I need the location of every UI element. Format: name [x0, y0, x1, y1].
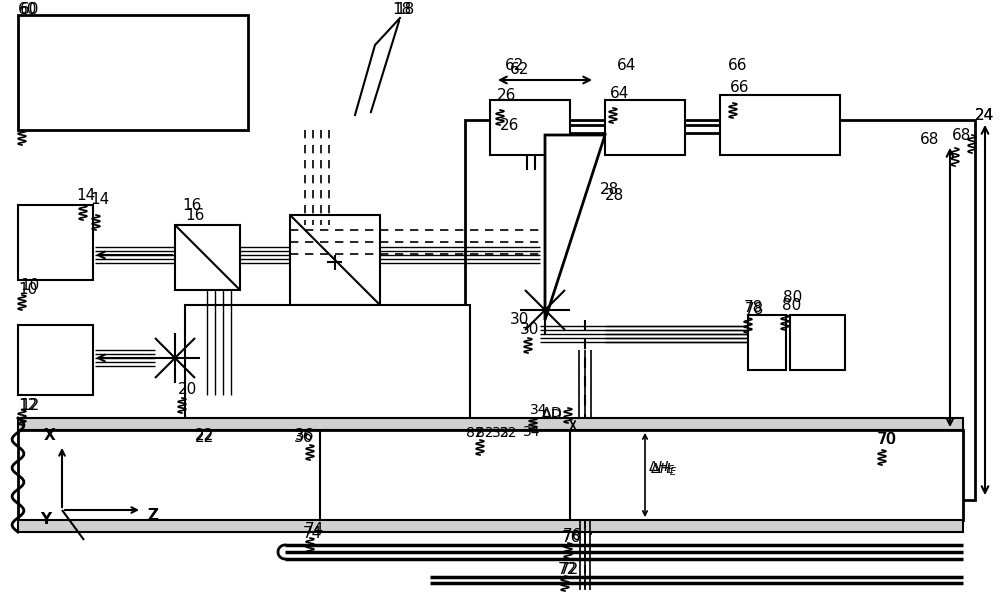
Bar [18, 325, 93, 395]
Text: 30: 30 [510, 312, 529, 328]
Text: 12: 12 [18, 398, 37, 413]
Text: 24: 24 [975, 107, 994, 122]
Text: 80: 80 [782, 297, 801, 312]
Text: 62: 62 [510, 63, 529, 78]
Text: 10: 10 [20, 278, 39, 293]
Text: 34: 34 [530, 403, 548, 417]
Text: 16: 16 [185, 208, 204, 223]
Bar [720, 95, 840, 155]
Text: 60: 60 [20, 2, 39, 17]
Text: 30: 30 [520, 322, 539, 337]
Bar [605, 100, 685, 155]
Text: 14: 14 [90, 192, 109, 208]
Text: 76: 76 [563, 528, 582, 543]
Bar [290, 215, 380, 305]
Text: 66: 66 [728, 57, 748, 72]
Text: 18: 18 [395, 2, 414, 17]
Text: 36: 36 [295, 427, 314, 442]
Bar [490, 100, 570, 155]
Text: 10: 10 [18, 282, 37, 297]
Text: 70: 70 [878, 432, 897, 448]
Text: 28: 28 [600, 183, 619, 198]
Bar [18, 15, 248, 130]
Text: $\Delta$D: $\Delta$D [541, 408, 562, 422]
Bar [18, 520, 963, 532]
Text: 78: 78 [745, 303, 764, 318]
Text: 72: 72 [558, 562, 577, 577]
Text: 24: 24 [975, 107, 994, 122]
Text: 62: 62 [505, 57, 524, 72]
Bar [18, 205, 93, 280]
Text: 22: 22 [195, 429, 214, 445]
Text: 82: 82 [466, 426, 484, 440]
Text: X: X [44, 427, 56, 442]
Text: 32: 32 [500, 426, 518, 440]
Text: 68: 68 [952, 128, 971, 143]
Text: 36: 36 [294, 429, 314, 445]
Text: 12: 12 [20, 398, 39, 413]
Text: 22: 22 [195, 427, 214, 442]
Text: 78: 78 [744, 300, 763, 315]
Bar [175, 225, 240, 290]
Bar [18, 418, 963, 430]
Text: 64: 64 [610, 85, 629, 100]
Text: Y: Y [40, 512, 51, 528]
Text: 74: 74 [303, 525, 322, 540]
Text: 34: 34 [523, 425, 540, 439]
Text: 70: 70 [877, 432, 896, 448]
Text: $\Delta H_E$: $\Delta H_E$ [648, 460, 676, 476]
Text: 60: 60 [18, 2, 37, 17]
Bar [465, 120, 975, 500]
Text: 80: 80 [783, 291, 802, 306]
Text: 14: 14 [76, 187, 95, 202]
Text: 18: 18 [392, 2, 411, 17]
Bar [185, 305, 470, 420]
Text: $\Delta H_E$: $\Delta H_E$ [650, 462, 678, 478]
Text: 20: 20 [178, 383, 197, 398]
Polygon shape [545, 135, 605, 320]
Bar [18, 430, 963, 520]
Text: 64: 64 [617, 57, 636, 72]
Text: 82: 82 [476, 426, 494, 440]
Text: 26: 26 [497, 88, 516, 103]
Text: 72: 72 [560, 562, 579, 577]
Text: Z: Z [147, 507, 158, 522]
Text: 26: 26 [500, 118, 519, 133]
Text: 68: 68 [920, 133, 939, 147]
Bar [790, 315, 845, 370]
Text: 76: 76 [562, 530, 581, 544]
Text: $\Delta$D: $\Delta$D [541, 406, 562, 420]
Text: 16: 16 [182, 198, 201, 213]
Text: 32: 32 [492, 426, 510, 440]
Bar [748, 315, 786, 370]
Text: 74: 74 [305, 522, 324, 537]
Text: 66: 66 [730, 81, 750, 96]
Text: 28: 28 [605, 187, 624, 202]
